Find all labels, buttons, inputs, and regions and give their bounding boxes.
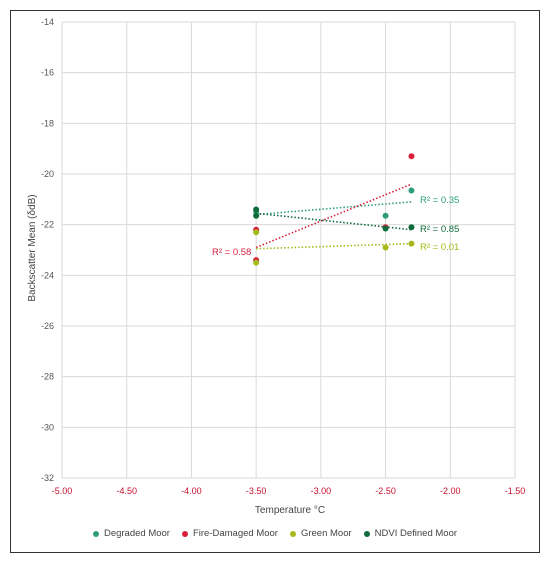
trendline [256, 242, 412, 250]
y-tick-label: -18 [41, 118, 54, 128]
legend-label: Fire-Damaged Moor [192, 528, 278, 539]
data-points [253, 153, 415, 266]
y-tick-label: -32 [41, 473, 54, 483]
data-point [253, 206, 260, 213]
r2-label: R² = 0.85 [420, 224, 459, 235]
y-tick-label: -20 [41, 169, 54, 179]
x-tick-label: -2.50 [375, 486, 396, 496]
x-tick-label: -2.00 [440, 486, 461, 496]
legend-item: Fire-Damaged Moor [181, 528, 278, 539]
data-point [253, 259, 260, 266]
x-tick-label: -4.50 [116, 486, 137, 496]
legend-swatch [181, 530, 188, 537]
data-point [382, 225, 389, 232]
legend-label: Degraded Moor [103, 528, 170, 539]
x-tick-label: -1.50 [505, 486, 526, 496]
y-tick-label: -22 [41, 220, 54, 230]
legend-item: Green Moor [289, 528, 352, 539]
y-tick-label: -26 [41, 321, 54, 331]
r2-label: R² = 0.58 [212, 247, 251, 258]
x-tick-label: -5.00 [52, 486, 73, 496]
data-point [382, 244, 389, 251]
grid-layer [61, 21, 516, 479]
chart-frame [10, 10, 540, 553]
r2-labels: R² = 0.35 R² = 0.58 R² = 0.01 R² = 0.85 [212, 195, 459, 258]
legend-label: Green Moor [300, 528, 352, 539]
legend-label: NDVI Defined Moor [374, 528, 458, 539]
y-axis-label: Backscatter Mean (δdB) [27, 194, 38, 301]
data-point [382, 212, 389, 219]
legend-swatch [92, 530, 99, 537]
legend-item: NDVI Defined Moor [363, 528, 458, 539]
r2-label: R² = 0.35 [420, 195, 459, 206]
data-point [253, 229, 260, 236]
legend-swatch [289, 530, 296, 537]
x-tick-label: -3.00 [311, 486, 332, 496]
x-tick-label: -4.00 [181, 486, 202, 496]
data-point [253, 212, 260, 219]
y-tick-label: -30 [41, 422, 54, 432]
x-axis-label: Temperature °C [255, 505, 325, 516]
data-point [408, 224, 415, 231]
r2-label: R² = 0.01 [420, 242, 459, 253]
data-point [408, 187, 415, 194]
trendline [256, 201, 412, 216]
y-tick-label: -14 [41, 17, 54, 27]
data-point [408, 240, 415, 247]
y-tick-labels: -14 -16 -18 -20 -22 -24 -26 -28 -30 -32 [41, 17, 54, 483]
y-tick-label: -24 [41, 270, 54, 280]
x-tick-label: -3.50 [246, 486, 267, 496]
legend-swatch [363, 530, 370, 537]
legend-item: Degraded Moor [92, 528, 170, 539]
x-tick-labels: -5.00 -4.50 -4.00 -3.50 -3.00 -2.50 -2.00 -1.50 [52, 486, 526, 496]
data-point [408, 153, 415, 160]
y-tick-label: -16 [41, 68, 54, 78]
legend: Degraded Moor Fire-Damaged Moor Green Moor… [0, 528, 550, 539]
y-tick-label: -28 [41, 372, 54, 382]
